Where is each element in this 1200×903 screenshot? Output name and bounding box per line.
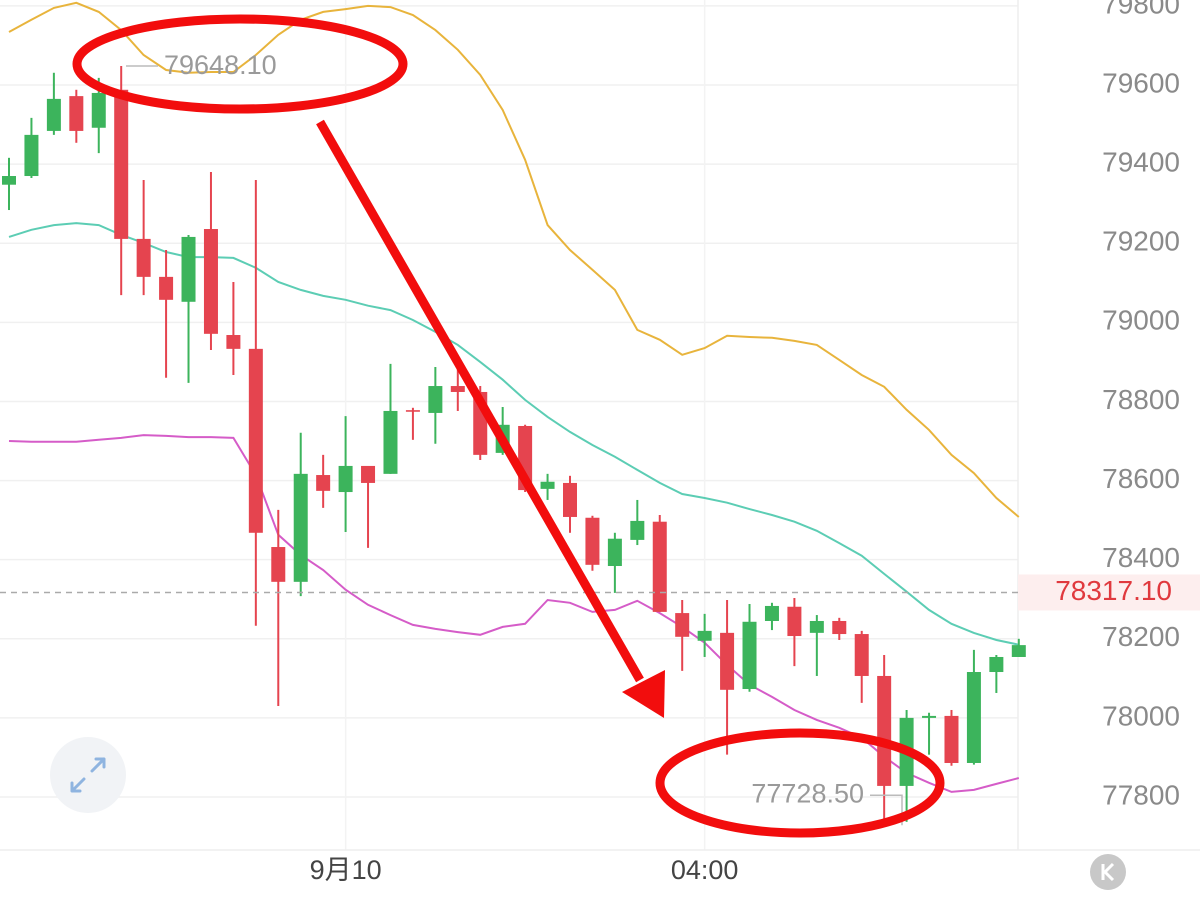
candle-body <box>540 481 555 489</box>
candle-body <box>607 538 622 567</box>
y-tick-label: 77800 <box>1102 779 1180 810</box>
y-tick-label: 78800 <box>1102 384 1180 415</box>
candle-body <box>428 386 443 413</box>
band-line <box>8 1 1020 518</box>
candle-body <box>787 606 802 637</box>
candle-body <box>563 482 577 517</box>
candle-body <box>114 89 129 239</box>
candle-body <box>720 632 735 690</box>
candle-body <box>944 715 959 763</box>
candle-body <box>293 473 308 582</box>
current-price-label: 78317.10 <box>1055 575 1172 606</box>
candle-body <box>338 465 353 493</box>
candle-body <box>69 96 84 131</box>
candle-body <box>450 386 465 392</box>
y-tick-label: 78600 <box>1102 463 1180 494</box>
y-tick-label: 78400 <box>1102 542 1180 573</box>
expand-button[interactable] <box>50 737 126 813</box>
trend-arrow-shaft <box>316 119 644 683</box>
expand-icon <box>70 757 106 793</box>
x-tick-label: 9月10 <box>310 855 382 885</box>
highlight-circle <box>72 14 408 114</box>
candle-body <box>136 238 151 277</box>
x-tick-label: 04:00 <box>671 855 739 885</box>
candle-body <box>1011 645 1026 657</box>
candle-body <box>966 672 981 763</box>
candle-body <box>854 634 869 676</box>
highlight-circle <box>655 728 945 838</box>
y-tick-label: 79400 <box>1102 147 1180 178</box>
trend-arrow-head <box>622 670 665 718</box>
candle-body <box>226 335 241 349</box>
candle-body <box>181 236 196 302</box>
candle-body <box>652 521 667 612</box>
candle-body <box>697 630 712 641</box>
current-price-box <box>1018 574 1200 611</box>
candle-body <box>630 520 645 540</box>
candle-body <box>24 134 39 177</box>
y-tick-label: 79200 <box>1102 226 1180 257</box>
kline-button[interactable] <box>1090 854 1126 890</box>
candle-body <box>832 620 847 635</box>
candle-body <box>922 715 937 718</box>
y-tick-label: 78000 <box>1102 700 1180 731</box>
candle-body <box>248 348 263 533</box>
candle-body <box>203 229 218 334</box>
y-tick-label: 79800 <box>1102 0 1180 19</box>
max-label: 79648.10 <box>164 50 277 80</box>
candle-body <box>809 620 824 633</box>
candle-body <box>742 621 757 690</box>
candle-body <box>46 98 61 131</box>
kline-icon <box>1101 862 1115 882</box>
y-tick-label: 79600 <box>1102 67 1180 98</box>
candle-body <box>316 475 331 491</box>
candles <box>2 66 1026 826</box>
candle-body <box>405 410 420 412</box>
y-tick-label: 78200 <box>1102 621 1180 652</box>
candle-body <box>989 656 1004 673</box>
candle-body <box>675 613 690 637</box>
y-tick-label: 79000 <box>1102 305 1180 336</box>
min-label: 77728.50 <box>751 778 864 808</box>
candle-body <box>159 276 174 300</box>
candle-body <box>361 465 376 483</box>
candle-body <box>2 176 16 185</box>
candle-body <box>585 517 600 565</box>
grid <box>0 0 1018 850</box>
candle-body <box>877 675 892 786</box>
candle-body <box>383 410 398 474</box>
candle-body <box>764 605 779 621</box>
band-line <box>8 222 1020 646</box>
candle-body <box>91 92 106 128</box>
candle-body <box>271 547 286 582</box>
